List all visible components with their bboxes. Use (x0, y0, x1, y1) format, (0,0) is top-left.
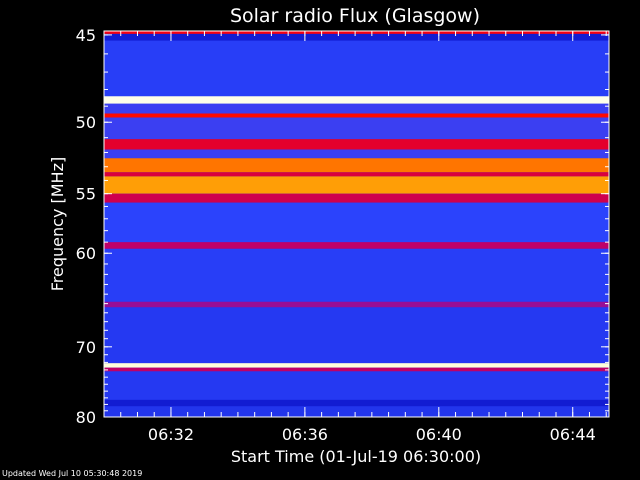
frequency-band (104, 149, 609, 159)
y-tick-label: 45 (76, 26, 96, 45)
x-tick-label: 06:44 (550, 425, 596, 444)
spectrogram-area (104, 31, 609, 417)
frequency-band (104, 103, 609, 114)
frequency-band (104, 96, 609, 104)
frequency-band (104, 371, 609, 400)
frequency-band (104, 242, 609, 249)
x-tick-label: 06:32 (148, 425, 194, 444)
frequency-band (104, 363, 609, 368)
frequency-band (104, 202, 609, 243)
frequency-band (104, 367, 609, 372)
frequency-band (104, 158, 609, 173)
y-tick-label: 50 (76, 113, 96, 132)
plot-frame (103, 30, 610, 418)
chart-title: Solar radio Flux (Glasgow) (230, 5, 480, 27)
frequency-band (104, 113, 609, 118)
frequency-band (104, 248, 609, 302)
y-tick-label: 80 (76, 408, 96, 427)
frequency-band (104, 139, 609, 150)
y-axis-label: Frequency [MHz] (48, 157, 67, 291)
update-timestamp: Updated Wed Jul 10 05:30:48 2019 (2, 469, 143, 478)
frequency-band (104, 301, 609, 308)
axes: 06:32 06:36 06:40 06:44 45 50 55 60 70 80 (76, 26, 610, 444)
frequency-band (104, 406, 609, 417)
frequency-band (104, 117, 609, 140)
frequency-band (104, 399, 609, 407)
frequency-band (104, 176, 609, 194)
x-tick-label: 06:40 (416, 425, 462, 444)
x-axis-label: Start Time (01-Jul-19 06:30:00) (231, 447, 481, 466)
x-tick-label: 06:36 (282, 425, 328, 444)
frequency-band (104, 33, 609, 41)
y-tick-label: 55 (76, 185, 96, 204)
frequency-band (104, 31, 609, 34)
frequency-band (104, 307, 609, 364)
y-tick-label: 60 (76, 244, 96, 263)
frequency-band (104, 40, 609, 97)
y-tick-label: 70 (76, 338, 96, 357)
frequency-band (104, 193, 609, 203)
frequency-band (104, 172, 609, 177)
